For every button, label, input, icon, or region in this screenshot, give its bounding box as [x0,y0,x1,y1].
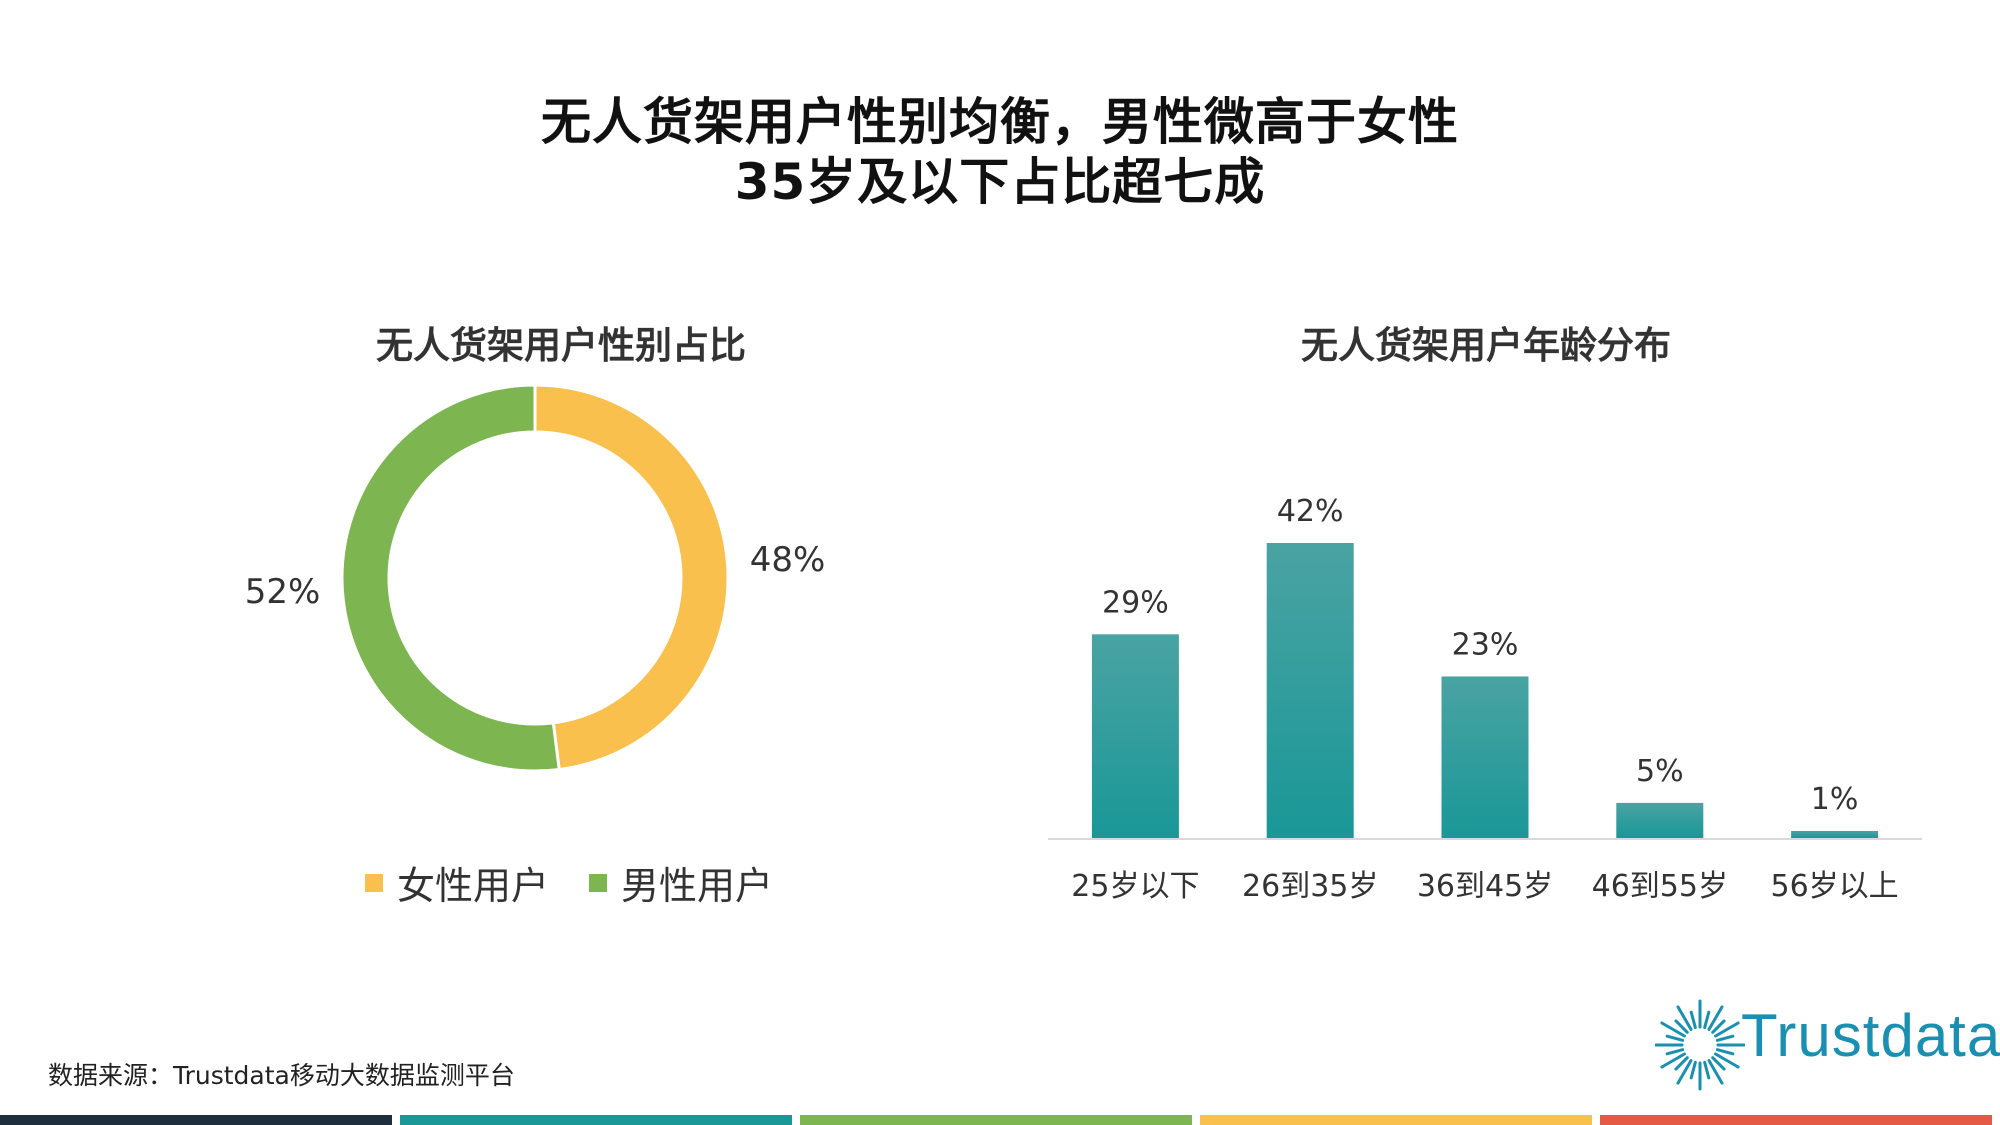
donut-label-female: 48% [750,540,826,580]
bar-1 [1091,634,1179,838]
legend-label-male: 男性用户 [621,864,774,908]
bar-value-label-3: 23% [1452,627,1519,662]
bar-category-label-3: 36到45岁 [1417,869,1553,904]
page-title-line2: 35岁及以下占比超七成 [734,153,1266,211]
legend-label-female: 女性用户 [397,864,550,908]
footer-segment-3 [800,1115,1192,1125]
age-chart-title: 无人货架用户年龄分布 [1301,324,1671,367]
age-bar-chart: 29% 25岁以下 42% 26到35岁 23% 36到45岁 5% 46到55岁 1% 56岁以… [1048,494,1922,904]
bar-value-label-5: 1% [1811,782,1859,817]
footer-segment-2 [400,1115,792,1125]
bar-category-label-4: 46到55岁 [1592,869,1728,904]
bar-2 [1266,543,1354,838]
gender-chart-title: 无人货架用户性别占比 [376,324,746,367]
page-title-line1: 无人货架用户性别均衡，男性微高于女性 [541,93,1459,151]
bar-value-label-2: 42% [1277,494,1344,529]
legend-swatch-male [589,873,608,892]
gender-donut-chart: 48% 52% [245,383,826,773]
gender-legend: 女性用户 男性用户 [365,855,813,910]
logo-text: Trustdata [1741,1002,2000,1069]
data-source-note: 数据来源：Trustdata移动大数据监测平台 [48,1061,515,1090]
bar-value-label-4: 5% [1636,754,1684,789]
legend-swatch-female [365,873,383,892]
bar-category-label-1: 25岁以下 [1071,869,1199,904]
sunburst-icon [1655,999,1745,1091]
bar-5 [1791,830,1879,838]
trustdata-logo: Trustdata [1655,995,2000,1095]
bar-value-label-1: 29% [1102,585,1169,620]
bar-4 [1616,802,1704,838]
bar-category-label-2: 26到35岁 [1242,869,1378,904]
bar-3 [1441,676,1529,838]
bar-category-label-5: 56岁以上 [1771,869,1899,904]
footer-segment-1 [0,1115,392,1125]
donut-slice-male [340,383,561,773]
donut-slice-female [533,383,730,772]
legend-item-female: 女性用户 [365,855,549,910]
footer-segment-5 [1600,1115,1992,1125]
footer-segment-4 [1200,1115,1592,1125]
legend-item-male: 男性用户 [589,855,773,910]
donut-label-male: 52% [245,572,321,612]
